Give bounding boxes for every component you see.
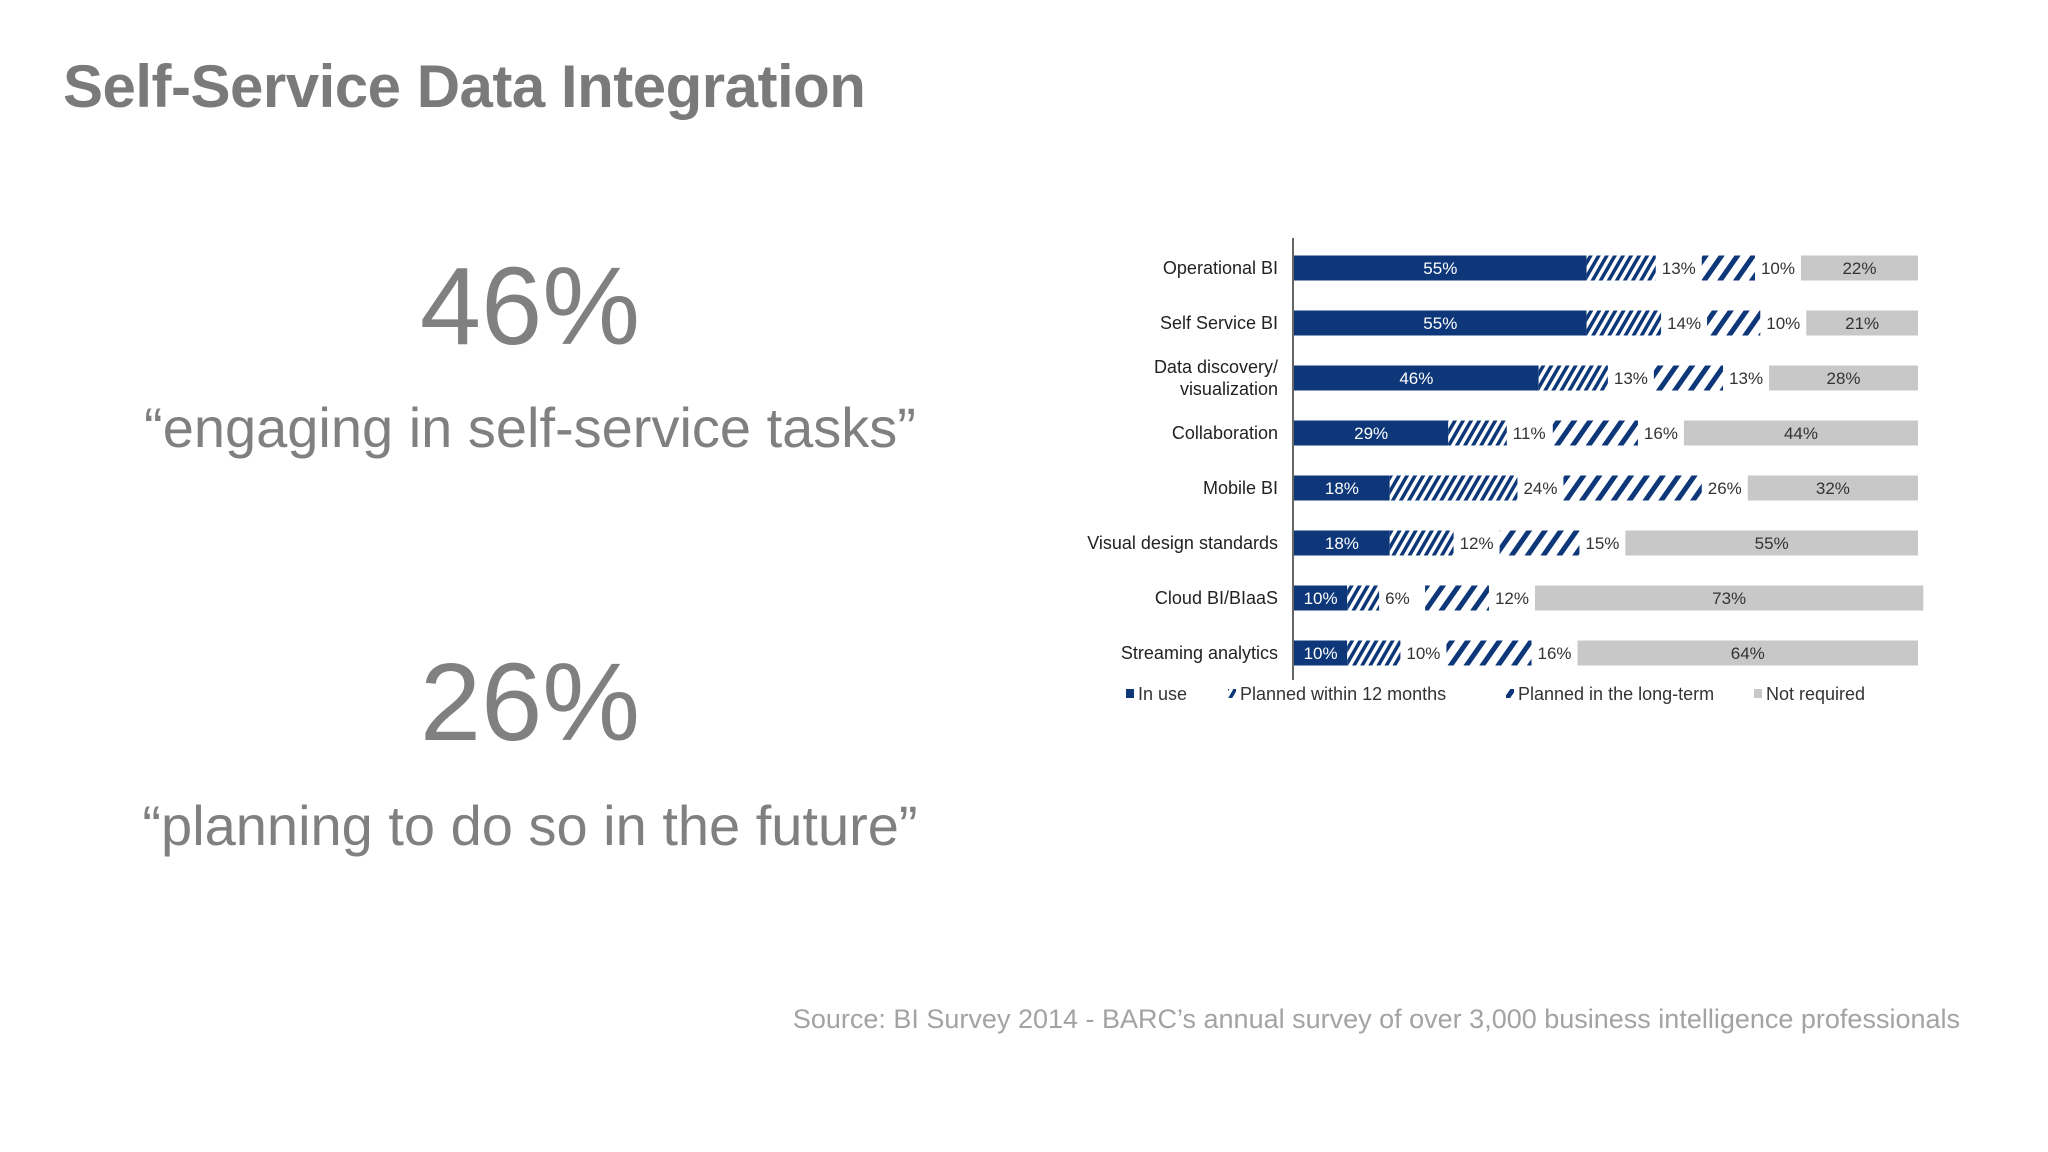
bar-segment bbox=[1653, 365, 1724, 391]
bar-segment bbox=[1625, 530, 1918, 556]
bar-segment bbox=[1448, 420, 1507, 446]
bar-value-label: 44% bbox=[1784, 424, 1818, 443]
legend-label: Planned within 12 months bbox=[1240, 684, 1446, 704]
bar-segment bbox=[1499, 530, 1580, 556]
legend-swatch bbox=[1506, 689, 1514, 698]
bar-segment bbox=[1347, 640, 1401, 666]
bar-segment bbox=[1294, 530, 1390, 556]
bar-value-label: 18% bbox=[1325, 534, 1359, 553]
category-label: Visual design standards bbox=[1087, 533, 1278, 553]
category-label: Mobile BI bbox=[1203, 478, 1278, 498]
bar-value-label: 28% bbox=[1827, 369, 1861, 388]
stacked-bar-chart: Operational BI 55% 13% 10% 22% Self Service B… bbox=[1087, 238, 1924, 704]
bar-segment bbox=[1294, 475, 1390, 501]
bar-value-label: 16% bbox=[1644, 424, 1678, 443]
bar-segment bbox=[1389, 530, 1454, 556]
bar-segment bbox=[1577, 640, 1918, 666]
category-label: Self Service BI bbox=[1160, 313, 1278, 333]
bar-segment bbox=[1389, 475, 1518, 501]
bar-value-label: 10% bbox=[1761, 259, 1795, 278]
bar-value-label: 13% bbox=[1614, 369, 1648, 388]
category-label: Data discovery/visualization bbox=[1154, 357, 1278, 399]
bar-segment bbox=[1294, 640, 1348, 666]
bar-segment bbox=[1294, 255, 1587, 281]
bar-value-label: 11% bbox=[1513, 424, 1546, 443]
bar-value-label: 13% bbox=[1729, 369, 1763, 388]
bar-value-label: 12% bbox=[1495, 589, 1529, 608]
bar-segment bbox=[1347, 585, 1380, 611]
bar-value-label: 13% bbox=[1662, 259, 1696, 278]
slide-title: Self-Service Data Integration bbox=[63, 53, 866, 120]
bar-segment bbox=[1707, 310, 1761, 336]
bar-segment bbox=[1769, 365, 1918, 391]
bar-value-label: 24% bbox=[1523, 479, 1557, 498]
bar-segment bbox=[1586, 255, 1656, 281]
bar-value-label: 46% bbox=[1399, 369, 1433, 388]
stat-in-use-caption: “engaging in self-service tasks” bbox=[144, 396, 916, 459]
bar-segment bbox=[1294, 420, 1449, 446]
bar-value-label: 73% bbox=[1712, 589, 1746, 608]
bar-segment bbox=[1294, 365, 1539, 391]
bar-value-label: 18% bbox=[1325, 479, 1359, 498]
bar-value-label: 21% bbox=[1845, 314, 1879, 333]
bar-segment bbox=[1294, 585, 1348, 611]
bar-segment bbox=[1800, 255, 1918, 281]
category-label: Operational BI bbox=[1163, 258, 1278, 278]
bar-value-label: 32% bbox=[1816, 479, 1850, 498]
bar-value-label: 10% bbox=[1304, 644, 1338, 663]
bar-segment bbox=[1294, 310, 1587, 336]
bar-segment bbox=[1538, 365, 1608, 391]
bar-segment bbox=[1747, 475, 1918, 501]
bar-segment bbox=[1683, 420, 1918, 446]
legend-label: In use bbox=[1138, 684, 1187, 704]
bar-value-label: 29% bbox=[1354, 424, 1388, 443]
bar-value-label: 26% bbox=[1708, 479, 1742, 498]
source-note: Source: BI Survey 2014 - BARC’s annual s… bbox=[792, 1004, 1960, 1034]
bar-value-label: 10% bbox=[1406, 644, 1440, 663]
bar-value-label: 55% bbox=[1755, 534, 1789, 553]
stat-planned-caption: “planning to do so in the future” bbox=[142, 794, 918, 857]
stat-in-use-value: 46% bbox=[419, 245, 641, 368]
bar-value-label: 55% bbox=[1423, 314, 1457, 333]
bar-value-label: 64% bbox=[1731, 644, 1765, 663]
legend-swatch bbox=[1754, 689, 1762, 698]
legend-label: Planned in the long-term bbox=[1518, 684, 1714, 704]
bar-segment bbox=[1586, 310, 1662, 336]
legend-swatch bbox=[1126, 689, 1134, 698]
bar-value-label: 12% bbox=[1460, 534, 1494, 553]
bar-segment bbox=[1425, 585, 1489, 611]
bar-value-label: 14% bbox=[1667, 314, 1701, 333]
legend-swatch bbox=[1228, 689, 1236, 698]
category-label: Collaboration bbox=[1172, 423, 1278, 443]
bar-segment bbox=[1446, 640, 1532, 666]
bar-value-label: 6% bbox=[1385, 589, 1410, 608]
bar-value-label: 10% bbox=[1304, 589, 1338, 608]
category-label: Cloud BI/BIaaS bbox=[1155, 588, 1278, 608]
bar-value-label: 22% bbox=[1842, 259, 1876, 278]
category-label: Streaming analytics bbox=[1121, 643, 1278, 663]
survey-chart: Operational BI 55% 13% 10% 22% Self Service B… bbox=[1070, 230, 1960, 730]
bar-value-label: 16% bbox=[1538, 644, 1572, 663]
bar-value-label: 10% bbox=[1766, 314, 1800, 333]
legend-label: Not required bbox=[1766, 684, 1865, 704]
bar-segment bbox=[1806, 310, 1918, 336]
bar-segment bbox=[1701, 255, 1755, 281]
bar-segment bbox=[1552, 420, 1638, 446]
stat-planned-value: 26% bbox=[419, 641, 641, 764]
bar-value-label: 15% bbox=[1585, 534, 1619, 553]
bar-segment bbox=[1563, 475, 1702, 501]
bar-value-label: 55% bbox=[1423, 259, 1457, 278]
bar-segment bbox=[1534, 585, 1924, 611]
